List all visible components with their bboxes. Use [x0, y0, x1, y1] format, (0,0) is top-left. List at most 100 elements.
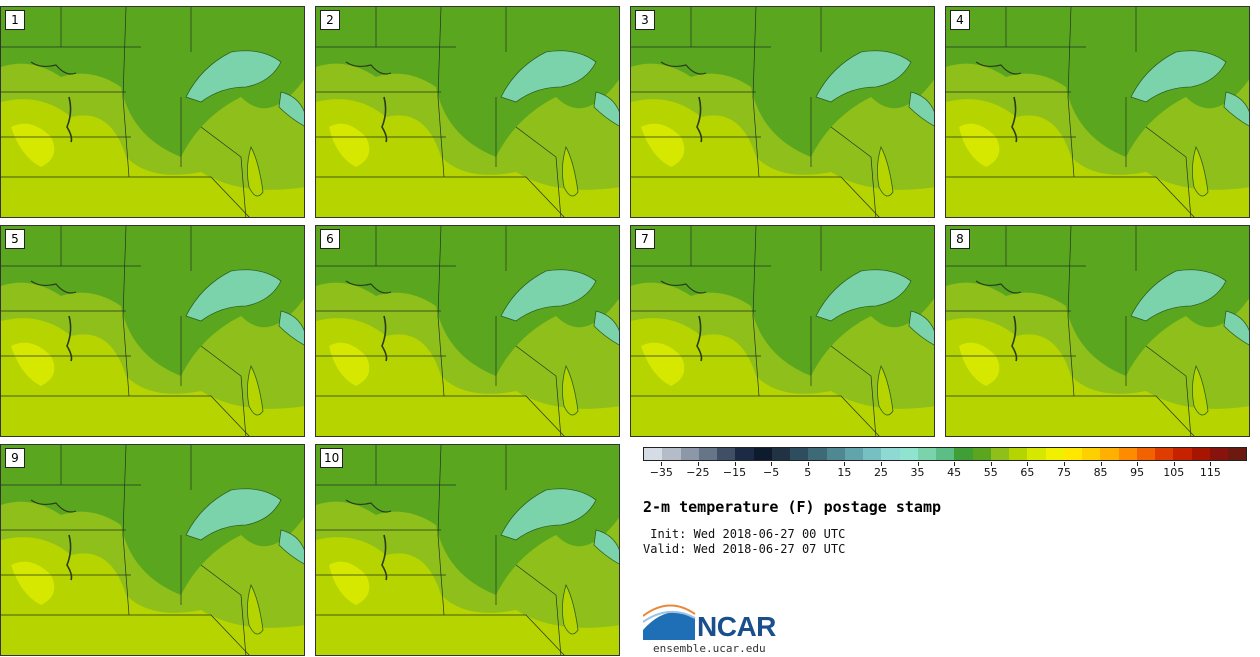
- colorbar-cell: [1136, 448, 1155, 460]
- member-label: 10: [320, 448, 344, 468]
- state-boundary: [830, 345, 877, 436]
- valid-time: Valid: Wed 2018-06-27 07 UTC: [643, 542, 846, 556]
- lake-huron: [593, 310, 619, 346]
- lake-superior: [815, 269, 912, 322]
- warm-spot: [11, 123, 55, 167]
- colorbar-tick: [771, 462, 773, 466]
- member-map: [946, 7, 1249, 217]
- member-label: 1: [5, 10, 25, 30]
- warm-spot: [329, 561, 370, 605]
- colorbar-cell: [1118, 448, 1137, 460]
- lake-superior: [185, 269, 282, 322]
- state-boundary: [122, 445, 130, 616]
- member-map: [946, 226, 1249, 436]
- lake-superior: [185, 50, 282, 103]
- lake-sakakawea: [345, 280, 392, 294]
- lake-huron: [593, 91, 619, 127]
- lake-huron: [908, 310, 934, 346]
- colorbar-tick: [734, 462, 736, 466]
- colorbar-tick-label: 115: [1199, 466, 1221, 479]
- lake-huron: [278, 529, 304, 565]
- state-boundary: [200, 564, 247, 655]
- warm-region: [1, 537, 304, 655]
- state-boundary: [456, 395, 565, 436]
- warm-spot: [959, 342, 1000, 386]
- member-map: [316, 445, 619, 655]
- colorbar-cell: [863, 448, 882, 460]
- black-hills: [696, 96, 703, 143]
- lake-sakakawea: [660, 61, 707, 75]
- warm-spot: [959, 123, 1000, 167]
- colorbar-tick: [1063, 462, 1065, 466]
- member-map: [316, 7, 619, 217]
- colorbar-tick-label: 75: [1056, 466, 1071, 479]
- state-boundary: [437, 226, 445, 397]
- lake-michigan: [562, 145, 579, 197]
- cool-region: [946, 7, 1249, 157]
- state-boundary: [1067, 7, 1075, 178]
- warm-region: [316, 318, 619, 436]
- lake-superior: [815, 50, 912, 103]
- black-hills: [696, 315, 703, 362]
- lake-michigan: [877, 145, 894, 197]
- warm-spot: [11, 561, 55, 605]
- cool-region: [316, 226, 619, 376]
- colorbar-cell: [1209, 448, 1228, 460]
- member-map: [1, 226, 304, 436]
- black-hills: [1011, 315, 1018, 362]
- cool-region: [631, 7, 934, 157]
- black-hills: [66, 96, 73, 143]
- member-map: [316, 226, 619, 436]
- colorbar-cell: [1173, 448, 1192, 460]
- colorbar-cell: [1009, 448, 1028, 460]
- lake-michigan: [247, 364, 264, 416]
- warm-spot: [641, 342, 685, 386]
- black-hills: [1011, 96, 1018, 143]
- colorbar-cell: [717, 448, 736, 460]
- colorbar-cell: [954, 448, 973, 460]
- lake-sakakawea: [30, 280, 77, 294]
- website-url: ensemble.ucar.edu: [653, 642, 766, 655]
- colorbar-cell: [1100, 448, 1119, 460]
- warm-region: [1, 318, 304, 436]
- lake-huron: [1223, 310, 1249, 346]
- member-label: 9: [5, 448, 25, 468]
- lake-superior: [500, 488, 597, 541]
- state-boundary: [1145, 126, 1192, 217]
- colorbar-cell: [1082, 448, 1101, 460]
- member-panel: 6: [315, 225, 620, 437]
- member-label: 3: [635, 10, 655, 30]
- member-panel: 2: [315, 6, 620, 218]
- lake-huron: [278, 310, 304, 346]
- member-panel: 7: [630, 225, 935, 437]
- member-panel: 8: [945, 225, 1250, 437]
- member-panel: 9: [0, 444, 305, 656]
- warm-spot: [641, 123, 685, 167]
- member-label: 5: [5, 229, 25, 249]
- colorbar-cell: [899, 448, 918, 460]
- cool-region: [1, 445, 304, 595]
- warm-spot: [329, 123, 370, 167]
- colorbar-tick-label: 5: [804, 466, 812, 479]
- lake-michigan: [562, 583, 579, 635]
- lake-sakakawea: [345, 499, 392, 513]
- colorbar-cell: [1228, 448, 1247, 460]
- state-boundary: [752, 7, 760, 178]
- lake-sakakawea: [975, 280, 1022, 294]
- member-panel: 3: [630, 6, 935, 218]
- state-boundary: [122, 226, 130, 397]
- colorbar-tick: [954, 462, 956, 466]
- cool-region: [316, 7, 619, 157]
- state-boundary: [141, 395, 250, 436]
- colorbar-tick-label: −15: [722, 466, 747, 479]
- member-panel: 10: [315, 444, 620, 656]
- colorbar-tick: [697, 462, 699, 466]
- lake-sakakawea: [345, 61, 392, 75]
- colorbar-tick: [1027, 462, 1029, 466]
- colorbar-cell: [771, 448, 790, 460]
- colorbar-tick-label: −35: [649, 466, 673, 479]
- lake-michigan: [1192, 364, 1209, 416]
- member-map: [1, 7, 304, 217]
- colorbar-cell: [662, 448, 681, 460]
- state-boundary: [141, 176, 250, 217]
